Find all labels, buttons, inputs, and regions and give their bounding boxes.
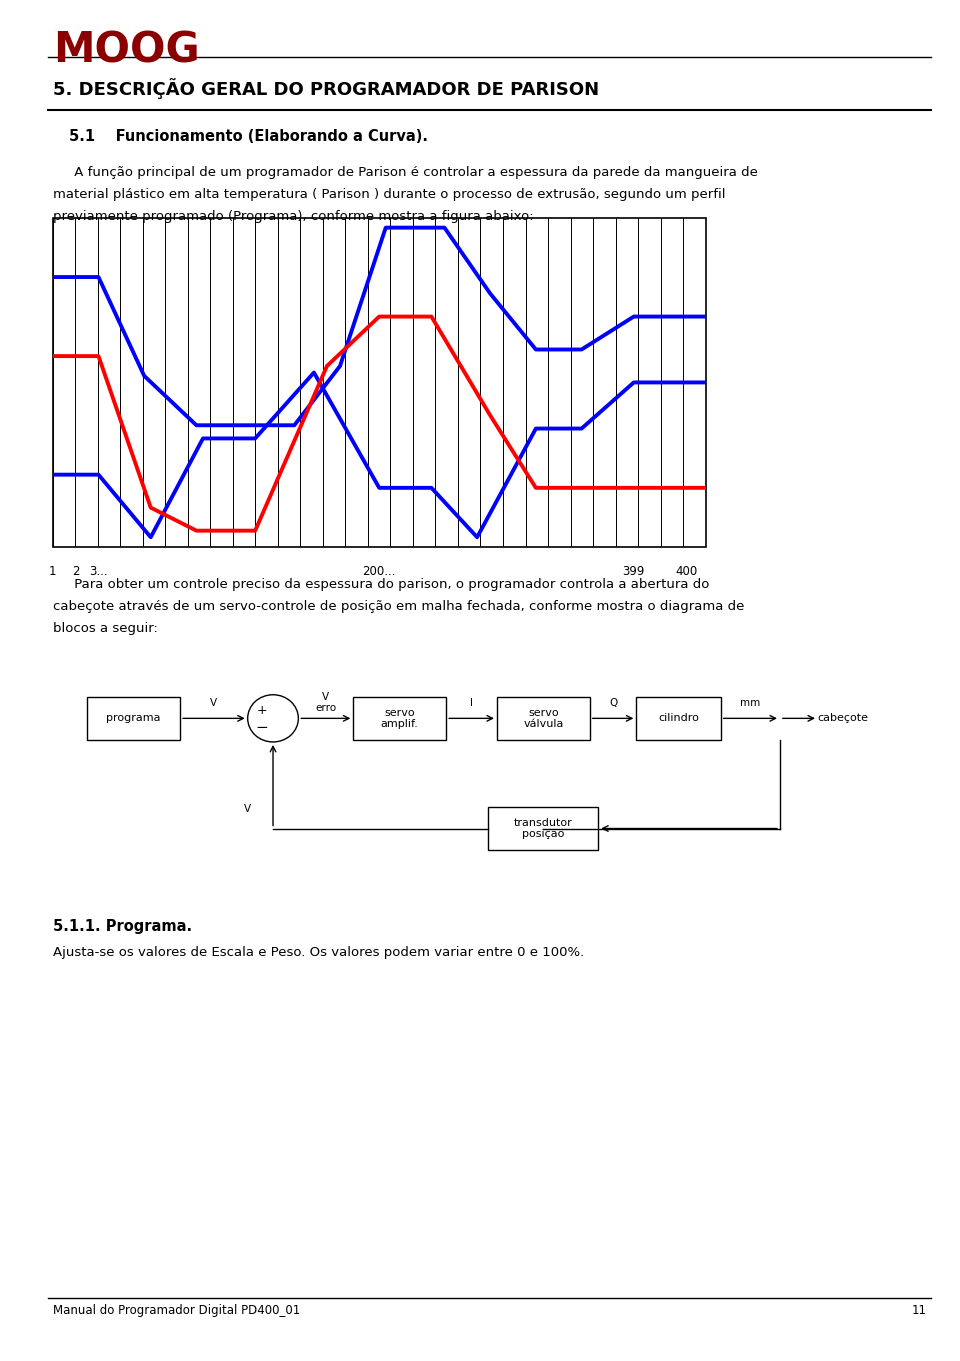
Text: +: + bbox=[256, 704, 267, 717]
Text: blocos a seguir:: blocos a seguir: bbox=[53, 622, 157, 636]
Text: 3...: 3... bbox=[89, 565, 108, 578]
Text: I: I bbox=[470, 698, 473, 708]
FancyBboxPatch shape bbox=[87, 697, 180, 740]
Text: 2: 2 bbox=[72, 565, 80, 578]
Text: Manual do Programador Digital PD400_01: Manual do Programador Digital PD400_01 bbox=[53, 1304, 300, 1317]
Text: V
erro: V erro bbox=[315, 691, 336, 713]
Text: cilindro: cilindro bbox=[659, 713, 699, 723]
FancyBboxPatch shape bbox=[497, 697, 589, 740]
Text: transdutor
posição: transdutor posição bbox=[514, 818, 573, 840]
Text: 5.1    Funcionamento (Elaborando a Curva).: 5.1 Funcionamento (Elaborando a Curva). bbox=[69, 129, 428, 144]
Text: 1: 1 bbox=[49, 565, 57, 578]
Text: Para obter um controle preciso da espessura do parison, o programador controla a: Para obter um controle preciso da espess… bbox=[53, 578, 709, 592]
Text: 400: 400 bbox=[675, 565, 697, 578]
Text: Ajusta-se os valores de Escala e Peso. Os valores podem variar entre 0 e 100%.: Ajusta-se os valores de Escala e Peso. O… bbox=[53, 946, 584, 960]
Text: servo
amplif.: servo amplif. bbox=[381, 708, 419, 729]
FancyBboxPatch shape bbox=[489, 807, 598, 851]
Text: material plástico em alta temperatura ( Parison ) durante o processo de extrusão: material plástico em alta temperatura ( … bbox=[53, 188, 726, 201]
Text: A função principal de um programador de Parison é controlar a espessura da pared: A função principal de um programador de … bbox=[53, 166, 757, 180]
Text: cabeçote: cabeçote bbox=[818, 713, 869, 723]
Text: 5. DESCRIÇÃO GERAL DO PROGRAMADOR DE PARISON: 5. DESCRIÇÃO GERAL DO PROGRAMADOR DE PAR… bbox=[53, 78, 599, 98]
Text: 5.1.1. Programa.: 5.1.1. Programa. bbox=[53, 919, 192, 934]
Text: 200...: 200... bbox=[363, 565, 396, 578]
Text: 399: 399 bbox=[623, 565, 645, 578]
Text: cabeçote através de um servo-controle de posição em malha fechada, conforme most: cabeçote através de um servo-controle de… bbox=[53, 600, 744, 614]
Text: V: V bbox=[244, 804, 252, 814]
FancyBboxPatch shape bbox=[353, 697, 446, 740]
Text: programa: programa bbox=[107, 713, 161, 723]
FancyBboxPatch shape bbox=[636, 697, 721, 740]
Text: −: − bbox=[255, 720, 269, 735]
Text: 11: 11 bbox=[911, 1304, 926, 1317]
Text: mm: mm bbox=[740, 698, 760, 708]
Text: Q: Q bbox=[609, 698, 617, 708]
Text: servo
válvula: servo válvula bbox=[523, 708, 564, 729]
Text: previamente programado (Programa), conforme mostra a figura abaixo:: previamente programado (Programa), confo… bbox=[53, 210, 534, 223]
Text: V: V bbox=[210, 698, 218, 708]
Text: MOOG: MOOG bbox=[53, 30, 200, 72]
